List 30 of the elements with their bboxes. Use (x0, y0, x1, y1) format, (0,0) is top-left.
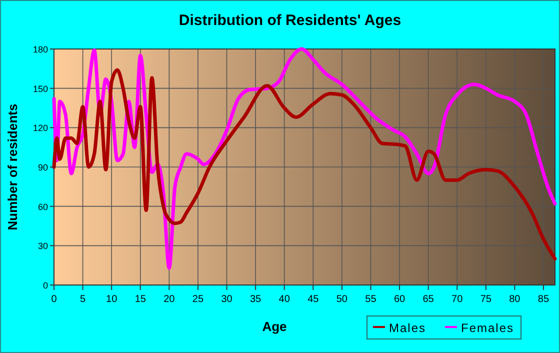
x-tick-label: 70 (452, 294, 464, 305)
y-tick-label: 120 (32, 123, 48, 134)
x-tick-label: 20 (164, 294, 176, 305)
x-tick-label: 25 (192, 294, 204, 305)
x-tick-label: 50 (336, 294, 348, 305)
x-tick-label: 40 (278, 294, 290, 305)
x-tick-label: 0 (51, 294, 58, 305)
x-tick-label: 15 (134, 294, 146, 305)
x-tick-label: 10 (106, 294, 118, 305)
x-tick-label: 35 (250, 294, 262, 305)
x-tick-label: 60 (394, 294, 406, 305)
x-tick-label: 85 (538, 294, 550, 305)
x-tick-label: 75 (480, 294, 492, 305)
x-tick-label: 55 (365, 294, 377, 305)
chart-title: Distribution of Residents' Ages (178, 12, 402, 29)
y-tick-label: 150 (32, 84, 48, 94)
y-tick-label: 90 (38, 162, 48, 172)
y-axis-title: Number of residents (5, 104, 20, 230)
y-tick-label: 60 (38, 202, 48, 212)
y-tick-label: 180 (32, 44, 48, 54)
y-tick-label: 0 (42, 280, 48, 290)
x-tick-label: 5 (80, 294, 86, 305)
x-axis-title: Age (262, 319, 287, 334)
x-tick-label: 65 (422, 294, 434, 305)
x-tick-label: 45 (308, 294, 320, 305)
legend-label: Males (389, 321, 426, 335)
legend-label: Females (461, 321, 514, 335)
x-tick-label: 80 (509, 294, 521, 305)
x-tick-label: 30 (221, 294, 233, 305)
y-tick-label: 30 (38, 241, 48, 252)
